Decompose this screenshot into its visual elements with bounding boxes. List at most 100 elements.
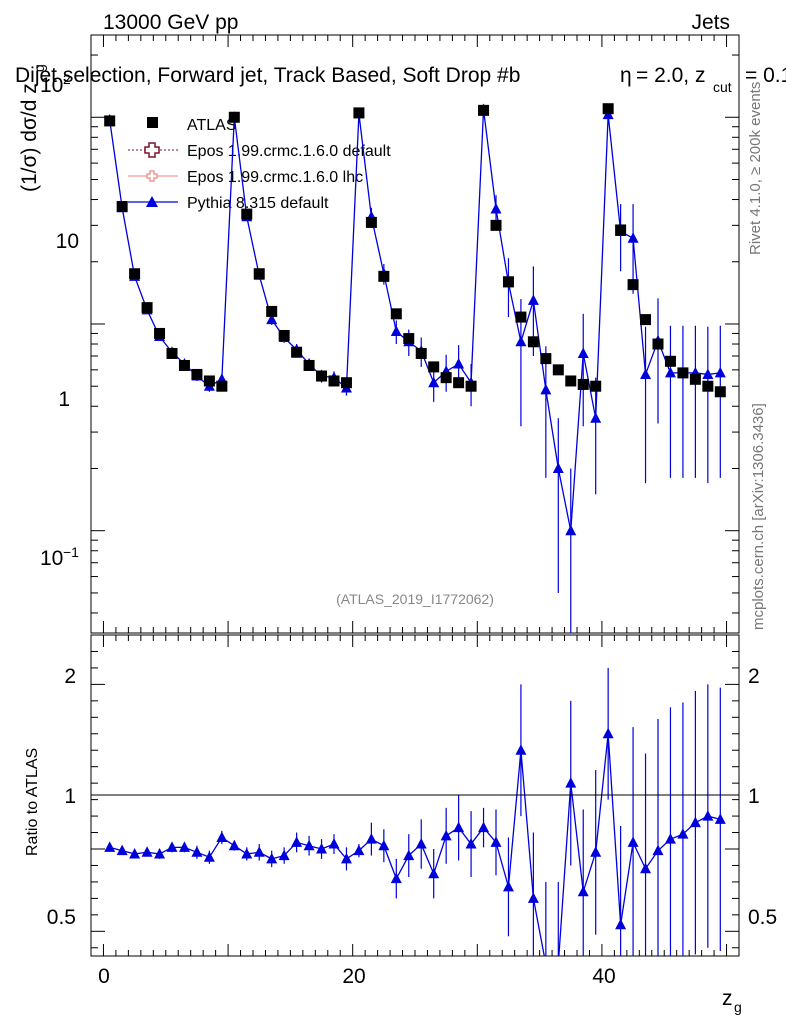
atlas-point	[178, 359, 190, 371]
svg-text:10: 10	[40, 74, 63, 97]
pythia-point	[664, 366, 676, 378]
y-tick-label-1: 1	[58, 388, 70, 411]
pythia-point	[540, 383, 552, 395]
atlas-point	[378, 270, 390, 282]
atlas-point	[154, 327, 166, 339]
atlas-point	[104, 115, 116, 127]
atlas-point	[490, 219, 502, 231]
ratio-point	[191, 846, 203, 857]
title-tail-cut: cut	[713, 79, 732, 95]
legend: ATLAS Epos 1.99.crmc.1.6.0 default Epos …	[128, 117, 391, 212]
top-axis-ticks	[91, 35, 739, 633]
atlas-point	[640, 314, 652, 326]
svg-text:z: z	[722, 987, 733, 1010]
atlas-point	[590, 380, 602, 392]
title-eta: η	[620, 64, 632, 87]
atlas-point	[415, 347, 427, 359]
atlas-point	[540, 353, 552, 365]
pythia-point	[527, 294, 539, 305]
ratio-point	[440, 829, 452, 841]
atlas-point	[478, 104, 490, 116]
pythia-point	[590, 412, 602, 423]
atlas-point	[340, 377, 352, 389]
atlas-point	[527, 336, 539, 348]
ratio-point	[677, 828, 689, 839]
atlas-point	[241, 208, 253, 220]
atlas-point	[278, 329, 290, 341]
atlas-point	[191, 368, 203, 380]
plot-title: Dijet selection, Forward jet, Track Base…	[15, 64, 786, 95]
ratio-point	[278, 849, 290, 861]
atlas-point	[328, 375, 340, 387]
y-tick-label-100: 10 2	[40, 71, 71, 97]
ratio-point	[241, 847, 253, 859]
atlas-point	[253, 268, 265, 280]
pythia-point	[453, 358, 465, 369]
atlas-point	[565, 375, 577, 387]
atlas-point	[714, 386, 726, 398]
atlas-point	[689, 373, 701, 385]
ratio-point	[689, 816, 701, 828]
ratio-point	[565, 777, 577, 788]
atlas-point	[702, 380, 714, 392]
ratio-point	[390, 872, 402, 884]
ratio-tick-label-05-left: 0.5	[47, 906, 76, 929]
pythia-point	[390, 325, 402, 336]
pythia-point	[266, 313, 278, 325]
y-tick-label-10: 10	[56, 230, 79, 253]
svg-text:10: 10	[40, 547, 63, 570]
legend-marker-atlas	[147, 117, 158, 128]
atlas-point	[316, 370, 328, 382]
ratio-point	[403, 849, 415, 861]
svg-text:g: g	[31, 64, 47, 72]
ratio-point	[303, 839, 315, 851]
atlas-point	[403, 333, 415, 345]
svg-text:2: 2	[63, 71, 71, 87]
ratio-point	[415, 838, 427, 849]
ratio-point	[291, 836, 303, 847]
ratio-point	[104, 841, 116, 852]
header-right: Jets	[691, 11, 730, 34]
title-tail-end: = 0.1	[745, 64, 786, 87]
rivet-version-label: Rivet 4.1.0, ≥ 200k events	[747, 82, 764, 255]
atlas-point	[602, 103, 614, 115]
ratio-point	[602, 727, 614, 739]
ratio-point	[714, 813, 726, 824]
atlas-point	[652, 338, 664, 350]
atlas-point	[615, 224, 627, 236]
header-left: 13000 GeV pp	[103, 11, 238, 34]
svg-text:g: g	[734, 999, 742, 1015]
pythia-point	[552, 462, 564, 473]
ratio-point	[515, 744, 527, 755]
atlas-point	[365, 216, 377, 228]
legend-marker-epos-lhc	[146, 170, 158, 182]
title-text: Dijet selection, Forward jet, Track Base…	[15, 64, 520, 87]
ratio-point	[702, 810, 714, 821]
ratio-point	[465, 838, 477, 849]
legend-marker-pythia	[146, 196, 158, 207]
analysis-watermark: (ATLAS_2019_I1772062)	[336, 591, 494, 607]
ratio-point	[316, 843, 328, 854]
pythia-point	[714, 366, 726, 378]
ratio-point	[577, 885, 589, 897]
ratio-point	[365, 833, 377, 844]
atlas-point	[677, 367, 689, 379]
atlas-point	[453, 377, 465, 389]
atlas-point	[502, 276, 514, 288]
ratio-point	[154, 847, 166, 859]
ratio-point	[216, 831, 228, 842]
atlas-point	[116, 201, 128, 213]
ratio-tick-label-1-left: 1	[64, 785, 76, 808]
ratio-point	[453, 821, 465, 833]
atlas-point	[266, 305, 278, 317]
ratio-point	[615, 918, 627, 930]
ratio-point	[478, 821, 490, 833]
ratio-point	[228, 839, 240, 851]
ratio-point	[527, 892, 539, 903]
ratio-point	[141, 846, 153, 857]
ratio-ylabel: Ratio to ATLAS	[24, 748, 41, 856]
x-tick-label-20: 20	[342, 965, 365, 988]
pythia-point	[640, 368, 652, 379]
ratio-point	[116, 844, 128, 856]
